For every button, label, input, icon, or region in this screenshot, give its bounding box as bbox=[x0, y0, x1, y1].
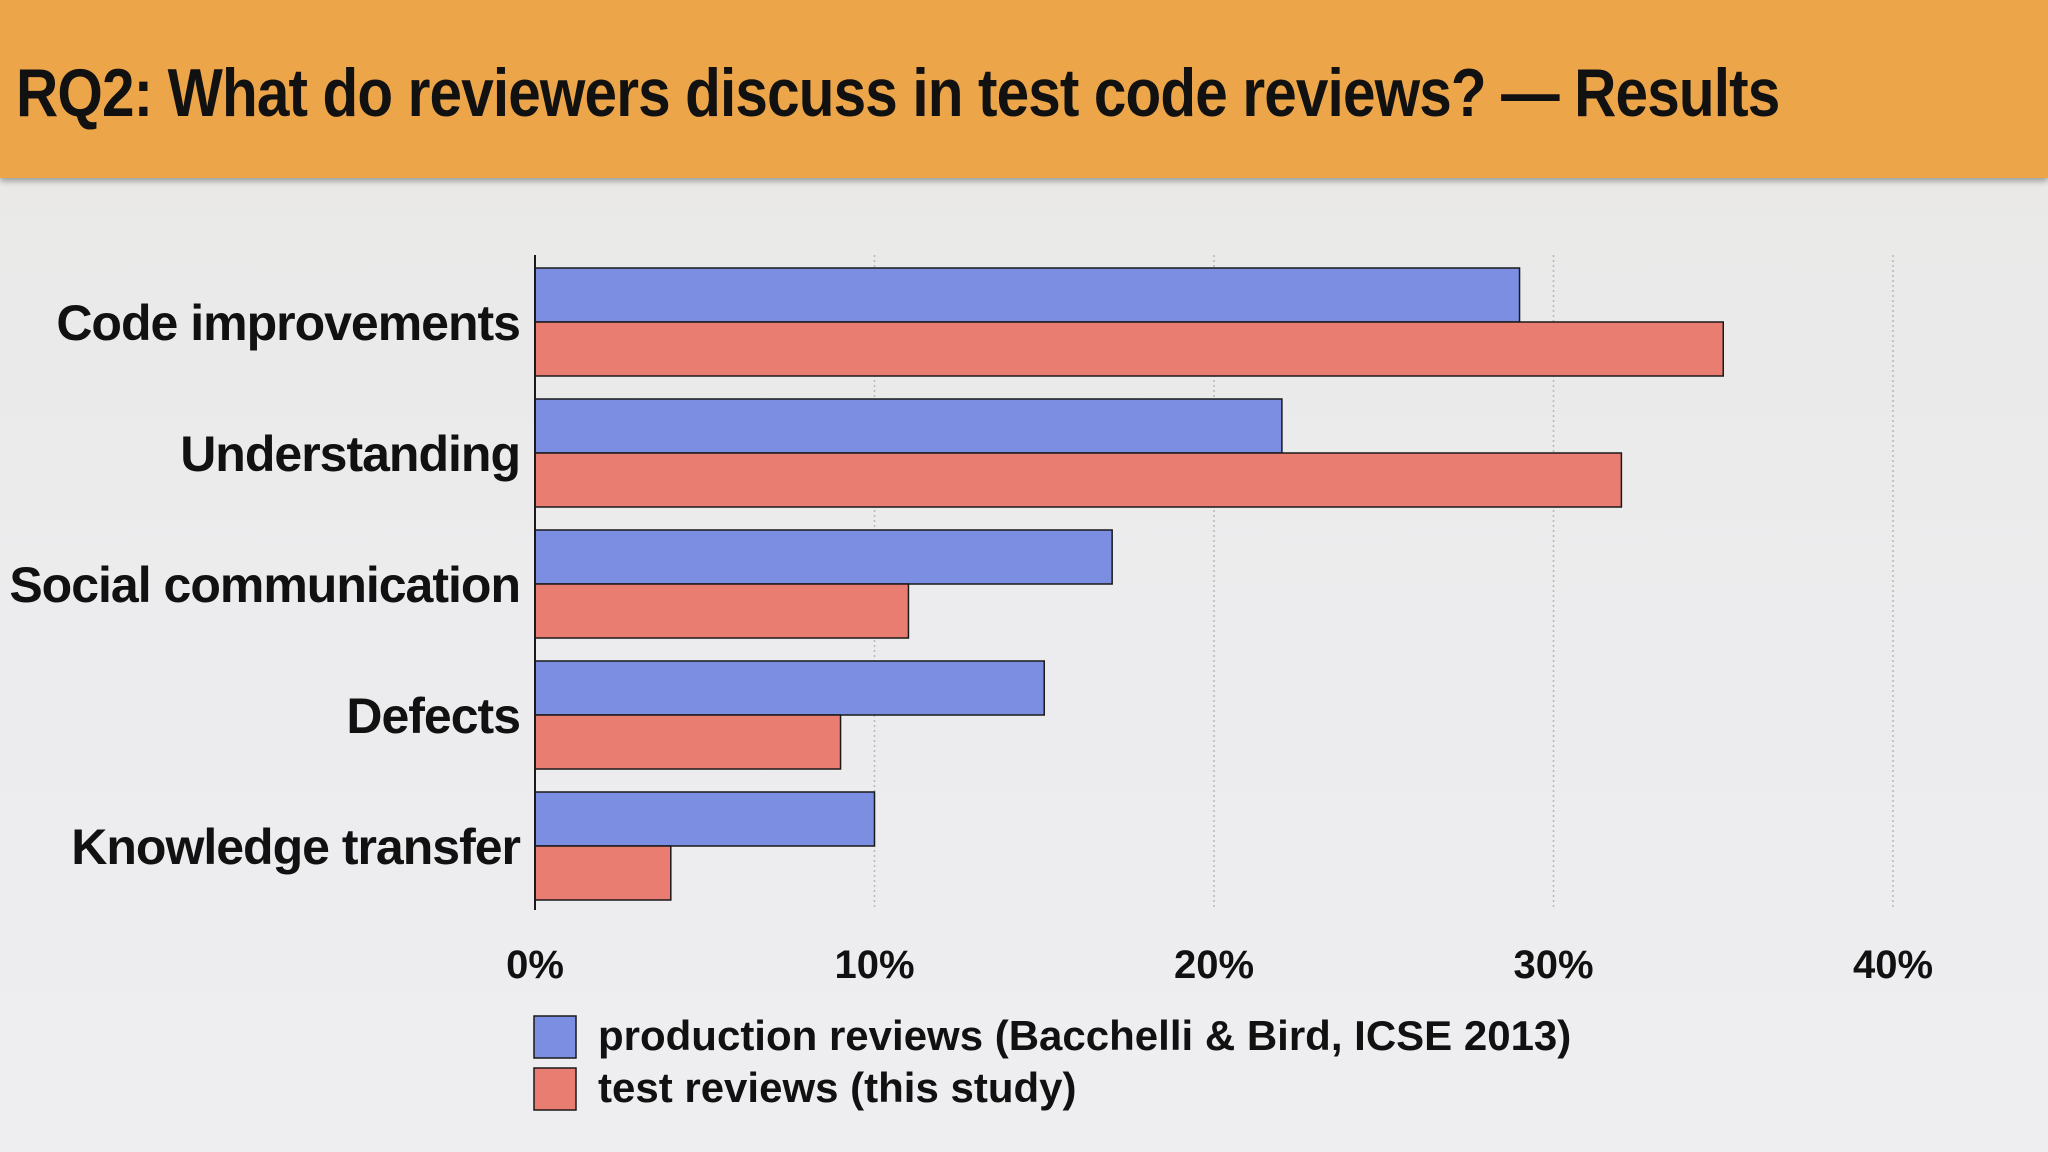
bar-test bbox=[534, 583, 910, 639]
x-tick-label: 10% bbox=[834, 943, 914, 987]
x-tick-labels: 0% 10% 20% 30% 40% bbox=[506, 943, 1933, 987]
legend-swatch bbox=[533, 1015, 577, 1059]
legend-label: test reviews (this study) bbox=[598, 1064, 1076, 1111]
category-label: Defects bbox=[346, 688, 520, 744]
title-bar: RQ2: What do reviewers discuss in test c… bbox=[0, 0, 2048, 178]
category-label: Code improvements bbox=[56, 295, 520, 351]
legend: production reviews (Bacchelli & Bird, IC… bbox=[533, 1012, 1571, 1111]
x-tick-label: 0% bbox=[506, 943, 564, 987]
bar-production bbox=[534, 529, 1113, 585]
category-label: Social communication bbox=[9, 557, 520, 613]
category-labels: Code improvements Understanding Social com… bbox=[9, 295, 521, 875]
legend-label: production reviews (Bacchelli & Bird, IC… bbox=[598, 1012, 1571, 1059]
bars bbox=[534, 267, 1724, 901]
bar-production bbox=[534, 660, 1045, 716]
legend-swatch bbox=[533, 1067, 577, 1111]
x-tick-label: 30% bbox=[1513, 943, 1593, 987]
bar-production bbox=[534, 267, 1521, 323]
slide-title: RQ2: What do reviewers discuss in test c… bbox=[16, 55, 1780, 131]
bar-production bbox=[534, 791, 876, 847]
category-label: Understanding bbox=[180, 426, 520, 482]
x-tick-label: 20% bbox=[1174, 943, 1254, 987]
bar-test bbox=[534, 452, 1623, 508]
bar-production bbox=[534, 398, 1283, 454]
bar-test bbox=[534, 714, 842, 770]
bar-test bbox=[534, 321, 1724, 377]
category-label: Knowledge transfer bbox=[71, 819, 520, 875]
bar-test bbox=[534, 845, 672, 901]
x-tick-label: 40% bbox=[1853, 943, 1933, 987]
